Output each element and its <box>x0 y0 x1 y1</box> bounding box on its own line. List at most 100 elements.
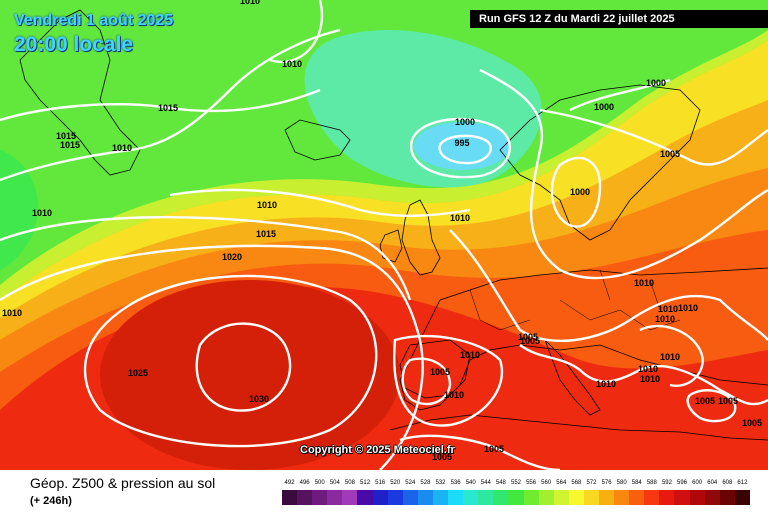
coast-borders <box>469 269 681 331</box>
isobar-1010-scandinavia <box>479 68 768 280</box>
color-scale <box>282 490 750 505</box>
scale-value: 556 <box>526 480 537 486</box>
scale-value: 564 <box>556 480 567 486</box>
isobar-label: 1010 <box>640 374 660 384</box>
isobar-1005-east <box>539 108 768 166</box>
scale-swatch <box>387 490 403 505</box>
scale-swatch <box>493 490 509 505</box>
isobar-label: 1005 <box>520 336 540 346</box>
z500-fill <box>0 0 768 470</box>
scale-swatch <box>282 490 298 505</box>
isobar-1015-west <box>0 88 321 122</box>
run-info: Run GFS 12 Z du Mardi 22 juillet 2025 <box>470 10 768 28</box>
scale-value: 524 <box>405 480 416 486</box>
isobar-label: 1025 <box>128 368 148 378</box>
copyright-notice: Copyright © 2025 Meteociel.fr <box>300 444 455 456</box>
isobar-label: 1010 <box>658 304 678 314</box>
scale-swatch <box>463 490 479 505</box>
scale-swatch <box>402 490 418 505</box>
scale-swatch <box>659 490 675 505</box>
scale-value: 528 <box>420 480 431 486</box>
scale-swatch <box>432 490 449 505</box>
scale-value: 580 <box>616 480 627 486</box>
color-scale-labels: 492 496 500 504 508 512 516 520 524 528 532 536 540 5… <box>282 480 750 490</box>
product-title: Géop. Z500 & pression au sol <box>30 475 216 491</box>
scale-swatch <box>357 490 373 505</box>
coast-scandinavia <box>499 84 701 241</box>
scale-value: 544 <box>480 480 491 486</box>
scale-swatch <box>342 490 358 505</box>
scale-swatch <box>734 490 750 505</box>
scale-swatch <box>614 490 630 505</box>
scale-swatch <box>719 490 735 505</box>
forecast-date: Vendredi 1 août 2025 <box>14 12 174 29</box>
isobar-label: 1010 <box>444 390 464 400</box>
isobar-label: 1010 <box>450 213 470 223</box>
coast-britain <box>401 199 441 276</box>
isobar-label: 1010 <box>240 0 260 6</box>
scale-swatch <box>644 490 660 505</box>
scale-swatch <box>297 490 313 505</box>
isobar-1000-scandinavia <box>550 156 602 228</box>
scale-value: 608 <box>722 480 733 486</box>
isobar-995-low <box>438 134 492 165</box>
isobar-1010-iberia <box>393 334 503 427</box>
isobar-label: 1000 <box>646 78 666 88</box>
isobar-label: 1000 <box>570 187 590 197</box>
forecast-lead-time: (+ 246h) <box>30 495 72 507</box>
scale-swatch <box>568 490 584 505</box>
isobar-1010-east <box>639 324 704 387</box>
isobar-label: 1010 <box>460 350 480 360</box>
isobar-label: 1005 <box>718 396 738 406</box>
scale-value: 512 <box>360 480 371 486</box>
isobar-1025 <box>83 274 378 448</box>
isobar-label: 1010 <box>112 143 132 153</box>
isobar-label: 1015 <box>60 140 80 150</box>
scale-value: 604 <box>707 480 718 486</box>
isobar-1030 <box>195 322 292 412</box>
scale-swatch <box>598 490 615 505</box>
isobar-1005-iberia <box>401 357 452 406</box>
coast-iceland <box>284 119 351 161</box>
isobar-label: 1015 <box>256 229 276 239</box>
isobar-label: 1015 <box>158 103 178 113</box>
scale-value: 588 <box>646 480 657 486</box>
scale-swatch <box>629 490 645 505</box>
isobar-1010-europe <box>449 229 768 343</box>
isobar-1010-north <box>0 28 341 182</box>
isobar-label: 1010 <box>655 314 675 324</box>
scale-value: 560 <box>541 480 552 486</box>
isobar-label: 1005 <box>432 452 452 462</box>
isobar-label: 1010 <box>660 352 680 362</box>
isobar-1000-low <box>409 117 512 179</box>
isobar-label: 1005 <box>484 444 504 454</box>
isobar-1000-north <box>569 78 671 112</box>
isobar-label: 1005 <box>660 149 680 159</box>
scale-swatch <box>372 490 388 505</box>
scale-value: 536 <box>450 480 461 486</box>
fill-green-west <box>0 150 39 270</box>
scale-swatch <box>538 490 554 505</box>
isobar-label: 1015 <box>56 131 76 141</box>
isobar-1005-greece <box>686 389 737 423</box>
isobar-1010-arctic <box>269 0 323 63</box>
coast-africa <box>389 414 768 441</box>
scale-swatch <box>448 490 464 505</box>
scale-swatch <box>312 490 328 505</box>
scale-value: 552 <box>510 480 521 486</box>
isobar-label: 1010 <box>634 278 654 288</box>
scale-value: 548 <box>495 480 506 486</box>
isobar-label: 1000 <box>594 102 614 112</box>
isobar-label: 1010 <box>282 59 302 69</box>
isobar-label: 1010 <box>2 308 22 318</box>
isobar-1010-mid <box>169 188 471 217</box>
isobar-1005-africa <box>399 434 561 470</box>
isobar-label: 1010 <box>678 303 698 313</box>
isobar-label: 1010 <box>32 208 52 218</box>
scale-swatch <box>478 490 494 505</box>
isobar-label: 1000 <box>455 117 475 127</box>
scale-swatch <box>704 490 720 505</box>
